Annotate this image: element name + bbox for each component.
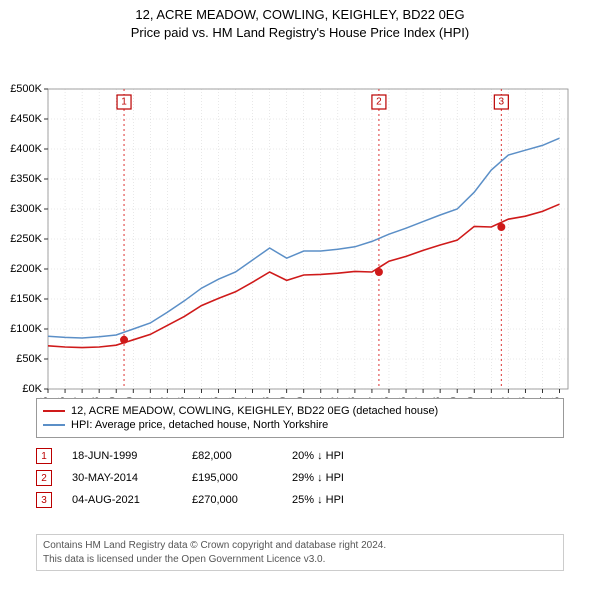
legend-item: 12, ACRE MEADOW, COWLING, KEIGHLEY, BD22… bbox=[43, 405, 557, 417]
chart-title: 12, ACRE MEADOW, COWLING, KEIGHLEY, BD22… bbox=[0, 0, 600, 41]
svg-text:£150K: £150K bbox=[10, 293, 42, 305]
svg-text:£350K: £350K bbox=[10, 173, 42, 185]
event-marker: 2 bbox=[36, 470, 52, 486]
legend-item: HPI: Average price, detached house, Nort… bbox=[43, 419, 557, 431]
svg-text:3: 3 bbox=[499, 97, 505, 108]
event-date: 04-AUG-2021 bbox=[72, 494, 172, 506]
svg-text:£0K: £0K bbox=[22, 383, 42, 395]
event-marker: 1 bbox=[36, 448, 52, 464]
event-pct: 20% ↓ HPI bbox=[292, 450, 344, 462]
event-price: £195,000 bbox=[192, 472, 272, 484]
event-date: 18-JUN-1999 bbox=[72, 450, 172, 462]
title-line-2: Price paid vs. HM Land Registry's House … bbox=[0, 24, 600, 42]
svg-text:£250K: £250K bbox=[10, 233, 42, 245]
svg-text:£500K: £500K bbox=[10, 83, 42, 95]
title-line-1: 12, ACRE MEADOW, COWLING, KEIGHLEY, BD22… bbox=[0, 6, 600, 24]
legend: 12, ACRE MEADOW, COWLING, KEIGHLEY, BD22… bbox=[36, 398, 564, 438]
svg-text:£100K: £100K bbox=[10, 323, 42, 335]
event-date: 30-MAY-2014 bbox=[72, 472, 172, 484]
event-pct: 29% ↓ HPI bbox=[292, 472, 344, 484]
legend-swatch bbox=[43, 410, 65, 412]
event-row: 3 04-AUG-2021 £270,000 25% ↓ HPI bbox=[36, 492, 564, 508]
event-marker: 3 bbox=[36, 492, 52, 508]
svg-text:1: 1 bbox=[121, 97, 127, 108]
event-pct: 25% ↓ HPI bbox=[292, 494, 344, 506]
event-row: 1 18-JUN-1999 £82,000 20% ↓ HPI bbox=[36, 448, 564, 464]
legend-label: HPI: Average price, detached house, Nort… bbox=[71, 419, 328, 431]
event-price: £270,000 bbox=[192, 494, 272, 506]
line-chart: £0K £50K £100K £150K £200K £250K £300K £350K £40… bbox=[0, 41, 600, 437]
events-table: 1 18-JUN-1999 £82,000 20% ↓ HPI 2 30-MAY-2014… bbox=[36, 442, 564, 514]
svg-text:2: 2 bbox=[376, 97, 382, 108]
event-row: 2 30-MAY-2014 £195,000 29% ↓ HPI bbox=[36, 470, 564, 486]
chart-container: { "title_l1": "12, ACRE MEADOW, COWLING,… bbox=[0, 0, 600, 590]
svg-text:£400K: £400K bbox=[10, 143, 42, 155]
credits-line-2: This data is licensed under the Open Gov… bbox=[43, 553, 557, 567]
legend-swatch bbox=[43, 424, 65, 426]
svg-text:£50K: £50K bbox=[16, 353, 42, 365]
svg-text:£200K: £200K bbox=[10, 263, 42, 275]
credits-line-1: Contains HM Land Registry data © Crown c… bbox=[43, 539, 557, 553]
svg-text:£450K: £450K bbox=[10, 113, 42, 125]
legend-label: 12, ACRE MEADOW, COWLING, KEIGHLEY, BD22… bbox=[71, 405, 438, 417]
svg-text:£300K: £300K bbox=[10, 203, 42, 215]
event-price: £82,000 bbox=[192, 450, 272, 462]
credits: Contains HM Land Registry data © Crown c… bbox=[36, 534, 564, 571]
